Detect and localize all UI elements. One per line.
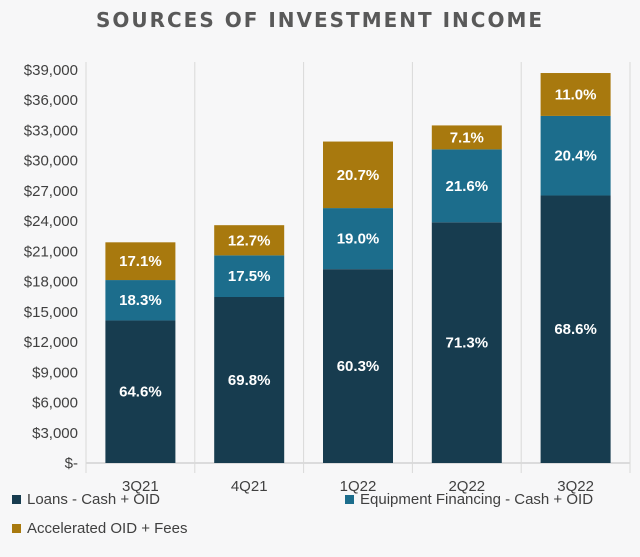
data-label: 60.3%	[337, 358, 380, 375]
data-label: 17.1%	[119, 253, 162, 270]
data-label: 7.1%	[450, 129, 484, 146]
y-tick-label: $30,000	[24, 153, 78, 170]
bar-segment	[431, 222, 502, 463]
bar-segment	[540, 115, 611, 196]
bar-segment	[323, 269, 393, 463]
legend-label: Accelerated OID + Fees	[27, 520, 188, 537]
legend-swatch	[12, 495, 21, 504]
x-tick-label: 3Q22	[557, 478, 594, 495]
x-tick-label: 1Q22	[340, 478, 377, 495]
y-tick-label: $36,000	[24, 92, 78, 109]
bar-segment	[323, 141, 393, 209]
bar-segment	[105, 242, 176, 281]
bar-segment	[431, 125, 502, 150]
y-tick-label: $6,000	[32, 395, 78, 412]
bar-segment	[214, 255, 285, 298]
legend-label: Equipment Financing - Cash + OID	[360, 491, 593, 508]
y-tick-label: $21,000	[24, 243, 78, 260]
y-tick-label: $24,000	[24, 213, 78, 230]
data-label: 71.3%	[446, 335, 489, 352]
data-label: 21.6%	[446, 178, 489, 195]
legend-label: Loans - Cash + OID	[27, 491, 160, 508]
data-label: 68.6%	[554, 321, 597, 338]
data-label: 17.5%	[228, 268, 271, 285]
data-label: 11.0%	[555, 86, 597, 103]
data-label: 20.7%	[337, 167, 380, 184]
y-tick-label: $18,000	[24, 274, 78, 291]
y-tick-label: $39,000	[24, 62, 78, 79]
legend-swatch	[12, 524, 21, 533]
y-tick-label: $27,000	[24, 183, 78, 200]
y-tick-label: $15,000	[24, 304, 78, 321]
bar-segment	[323, 208, 393, 270]
bar-segment	[214, 297, 285, 463]
x-tick-label: 2Q22	[448, 478, 485, 495]
data-label: 69.8%	[228, 372, 271, 389]
data-label: 19.0%	[337, 231, 380, 248]
x-tick-label: 3Q21	[122, 478, 159, 495]
bar-segment	[540, 195, 611, 463]
y-tick-label: $9,000	[32, 364, 78, 381]
bar-segment	[214, 225, 285, 256]
data-label: 64.6%	[119, 384, 162, 401]
legend-swatch	[345, 495, 354, 504]
y-tick-label: $33,000	[24, 122, 78, 139]
chart-title: SOURCES OF INVESTMENT INCOME	[95, 8, 545, 32]
y-tick-label: $12,000	[24, 334, 78, 351]
bar-segment	[431, 149, 502, 223]
bar-segment	[540, 73, 611, 116]
bar-segment	[105, 280, 176, 321]
x-tick-label: 4Q21	[231, 478, 268, 495]
data-label: 18.3%	[119, 292, 162, 309]
data-label: 20.4%	[554, 148, 597, 165]
data-label: 12.7%	[228, 232, 271, 249]
bar-segment	[105, 320, 176, 463]
y-tick-label: $3,000	[32, 425, 78, 442]
y-tick-label: $-	[65, 455, 78, 472]
